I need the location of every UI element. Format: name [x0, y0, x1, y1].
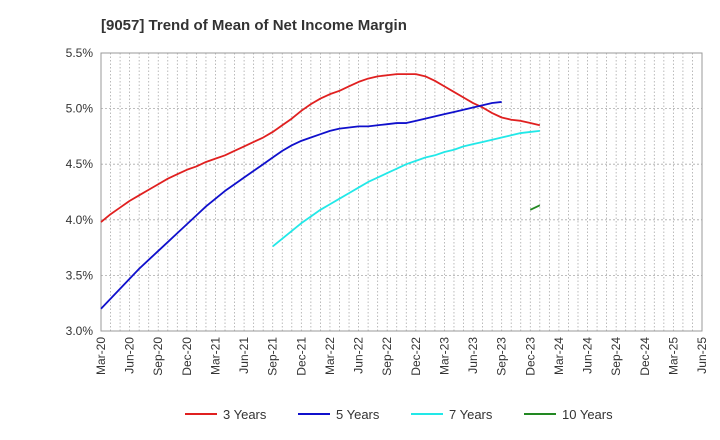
series-line-10-years	[529, 204, 541, 211]
plot-area-border	[100, 52, 703, 332]
y-tick-label: 5.0%	[66, 102, 94, 116]
x-tick-label: Mar-20	[94, 337, 108, 375]
x-tick-label: Sep-20	[151, 337, 165, 376]
x-tick-label: Mar-23	[437, 337, 451, 375]
y-tick-label: 3.5%	[66, 268, 94, 282]
x-axis: Mar-20 Jun-20 Sep-20 Dec-20 Mar-21 Jun-21 Sep-…	[94, 337, 709, 376]
x-tick-label: Jun-20	[123, 337, 137, 374]
grid	[101, 53, 702, 331]
y-tick-label: 4.0%	[66, 213, 94, 227]
y-axis: 3.0% 3.5% 4.0% 4.5% 5.0% 5.5%	[66, 46, 94, 338]
series-line-7-years	[272, 129, 540, 248]
x-tick-label: Jun-22	[352, 337, 366, 374]
x-tick-label: Mar-24	[552, 337, 566, 375]
x-tick-label: Dec-24	[638, 337, 652, 376]
y-tick-label: 4.5%	[66, 157, 94, 171]
x-tick-label: Mar-22	[323, 337, 337, 375]
legend-label: 10 Years	[562, 407, 613, 422]
x-tick-label: Sep-24	[609, 337, 623, 376]
x-tick-label: Mar-25	[666, 337, 680, 375]
series-line-5-years	[100, 101, 502, 310]
series-lines	[100, 73, 541, 310]
x-tick-label: Sep-23	[495, 337, 509, 376]
legend: 3 Years 5 Years 7 Years 10 Years	[185, 407, 613, 422]
x-tick-label: Dec-22	[409, 337, 423, 376]
x-tick-label: Dec-20	[180, 337, 194, 376]
x-tick-label: Dec-21	[294, 337, 308, 376]
x-tick-label: Jun-21	[237, 337, 251, 374]
x-tick-label: Dec-23	[523, 337, 537, 376]
legend-label: 7 Years	[449, 407, 493, 422]
legend-label: 5 Years	[336, 407, 380, 422]
x-tick-label: Jun-25	[695, 337, 709, 374]
x-tick-label: Sep-21	[266, 337, 280, 376]
x-tick-label: Mar-21	[208, 337, 222, 375]
y-tick-label: 3.0%	[66, 324, 94, 338]
chart-title: [9057] Trend of Mean of Net Income Margi…	[101, 17, 407, 34]
series-line-3-years	[100, 73, 541, 223]
y-tick-label: 5.5%	[66, 46, 94, 60]
x-tick-label: Jun-24	[581, 337, 595, 374]
x-tick-label: Sep-22	[380, 337, 394, 376]
legend-label: 3 Years	[223, 407, 267, 422]
x-tick-label: Jun-23	[466, 337, 480, 374]
